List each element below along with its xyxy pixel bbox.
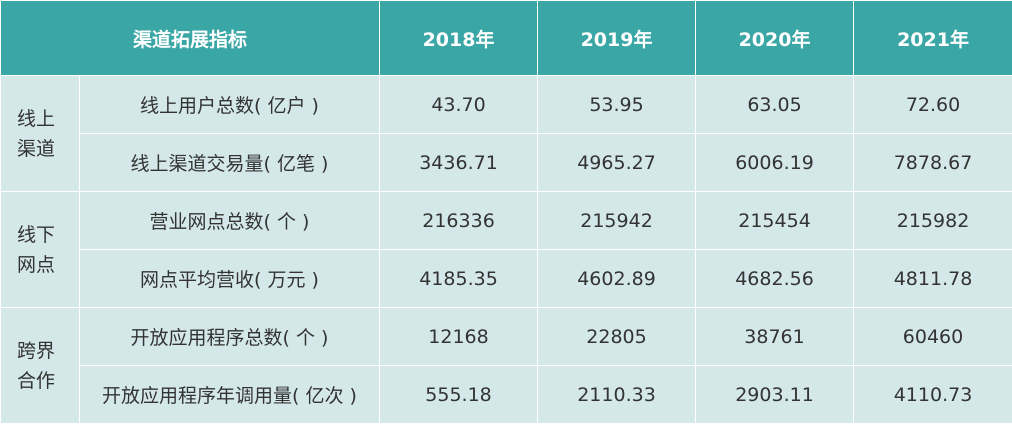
- table-cell: 2903.11: [695, 365, 855, 424]
- table-cell: 4110.73: [853, 365, 1012, 424]
- table-row: 跨界 合作 开放应用程序总数( 个 ) 12168 22805 38761 60…: [0, 307, 1012, 424]
- row-label: 线上用户总数( 亿户 ): [78, 75, 381, 134]
- group-label-crossover: 跨界 合作: [0, 307, 80, 424]
- table-cell: 215982: [853, 191, 1012, 250]
- table-cell: 2110.33: [537, 365, 697, 424]
- table-cell: 4602.89: [537, 249, 697, 308]
- table-cell: 4965.27: [537, 133, 697, 192]
- table-row: 开放应用程序年调用量( 亿次 ) 555.18 2110.33 2903.11 …: [1, 365, 1012, 424]
- table-cell: 60460: [853, 307, 1012, 366]
- table-cell: 12168: [379, 307, 539, 366]
- row-label: 营业网点总数( 个 ): [78, 191, 381, 250]
- table-cell: 555.18: [379, 365, 539, 424]
- table-cell: 216336: [379, 191, 539, 250]
- row-label: 线上渠道交易量( 亿笔 ): [78, 133, 381, 192]
- year-header: 2021年: [853, 0, 1012, 76]
- row-label: 网点平均营收( 万元 ): [78, 249, 381, 308]
- table-row: 线上渠道交易量( 亿笔 ) 3436.71 4965.27 6006.19 78…: [1, 133, 1012, 192]
- table-row: 网点平均营收( 万元 ) 4185.35 4602.89 4682.56 481…: [1, 249, 1012, 308]
- table-row: 线上 渠道 线上用户总数( 亿户 ) 43.70 53.95 63.05 72.…: [0, 75, 1012, 192]
- table-cell: 3436.71: [379, 133, 539, 192]
- table-cell: 4682.56: [695, 249, 855, 308]
- table-cell: 7878.67: [853, 133, 1012, 192]
- table-row: 线下 网点 营业网点总数( 个 ) 216336 215942 215454 2…: [0, 191, 1012, 308]
- table-cell: 4811.78: [853, 249, 1012, 308]
- group-label-line: 跨界: [17, 339, 56, 362]
- group-label-line: 线下: [17, 223, 56, 246]
- year-header: 2018年: [379, 0, 539, 76]
- year-header: 2019年: [537, 0, 697, 76]
- table-cell: 43.70: [379, 75, 539, 134]
- indicator-header: 渠道拓展指标: [0, 0, 381, 76]
- group-label-online: 线上 渠道: [0, 75, 80, 192]
- table-cell: 72.60: [853, 75, 1012, 134]
- group-label-line: 网点: [17, 253, 56, 276]
- row-label: 开放应用程序总数( 个 ): [78, 307, 381, 366]
- group-label-line: 渠道: [17, 137, 56, 160]
- table-cell: 6006.19: [695, 133, 855, 192]
- group-label-offline: 线下 网点: [0, 191, 80, 308]
- year-header: 2020年: [695, 0, 855, 76]
- table-cell: 215942: [537, 191, 697, 250]
- group-label-line: 线上: [17, 107, 56, 130]
- table-cell: 4185.35: [379, 249, 539, 308]
- group-label-line: 合作: [17, 369, 56, 392]
- header-row: 渠道拓展指标 2018年 2019年 2020年 2021年: [0, 0, 1012, 76]
- table-cell: 53.95: [537, 75, 697, 134]
- table-cell: 22805: [537, 307, 697, 366]
- table-cell: 215454: [695, 191, 855, 250]
- row-label: 开放应用程序年调用量( 亿次 ): [78, 365, 381, 424]
- table-cell: 63.05: [695, 75, 855, 134]
- table-cell: 38761: [695, 307, 855, 366]
